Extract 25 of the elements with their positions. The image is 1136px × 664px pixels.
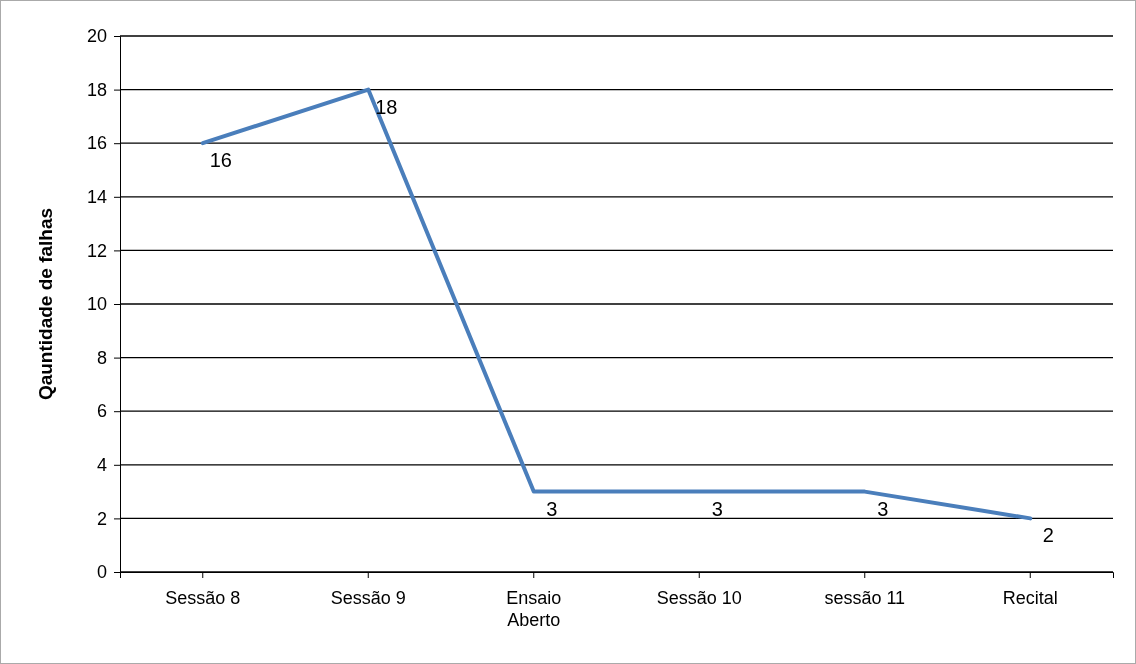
y-tick-label: 6 [96,401,107,422]
y-tick-label: 2 [96,508,107,529]
x-tick-label: sessão 11 [824,588,906,609]
data-label: 18 [375,95,398,118]
y-tick-label: 20 [86,26,107,47]
data-label: 3 [711,497,723,520]
x-tick-label: Recital [1002,588,1058,609]
line-series [200,87,1033,521]
data-label: 3 [546,497,558,520]
data-label: 3 [877,497,889,520]
y-tick-label: 10 [86,294,107,315]
x-tick-label: Sessão 8 [165,588,241,609]
y-tick-label: 8 [96,347,107,368]
y-tick-label: 0 [96,562,107,583]
x-tick-label: Sessão 9 [330,588,406,609]
y-axis-title: Qauntidade de falhas [35,207,56,401]
data-label: 16 [209,149,232,172]
y-tick-label: 4 [96,455,107,476]
y-tick-label: 12 [86,240,107,261]
y-tick-label: 14 [86,187,107,208]
y-tick-label: 18 [86,79,107,100]
x-tick-label: Sessão 10 [656,588,742,609]
data-label: 2 [1042,524,1054,547]
y-tick-label: 16 [86,133,107,154]
x-tick-label: Ensaio Aberto [506,588,562,630]
